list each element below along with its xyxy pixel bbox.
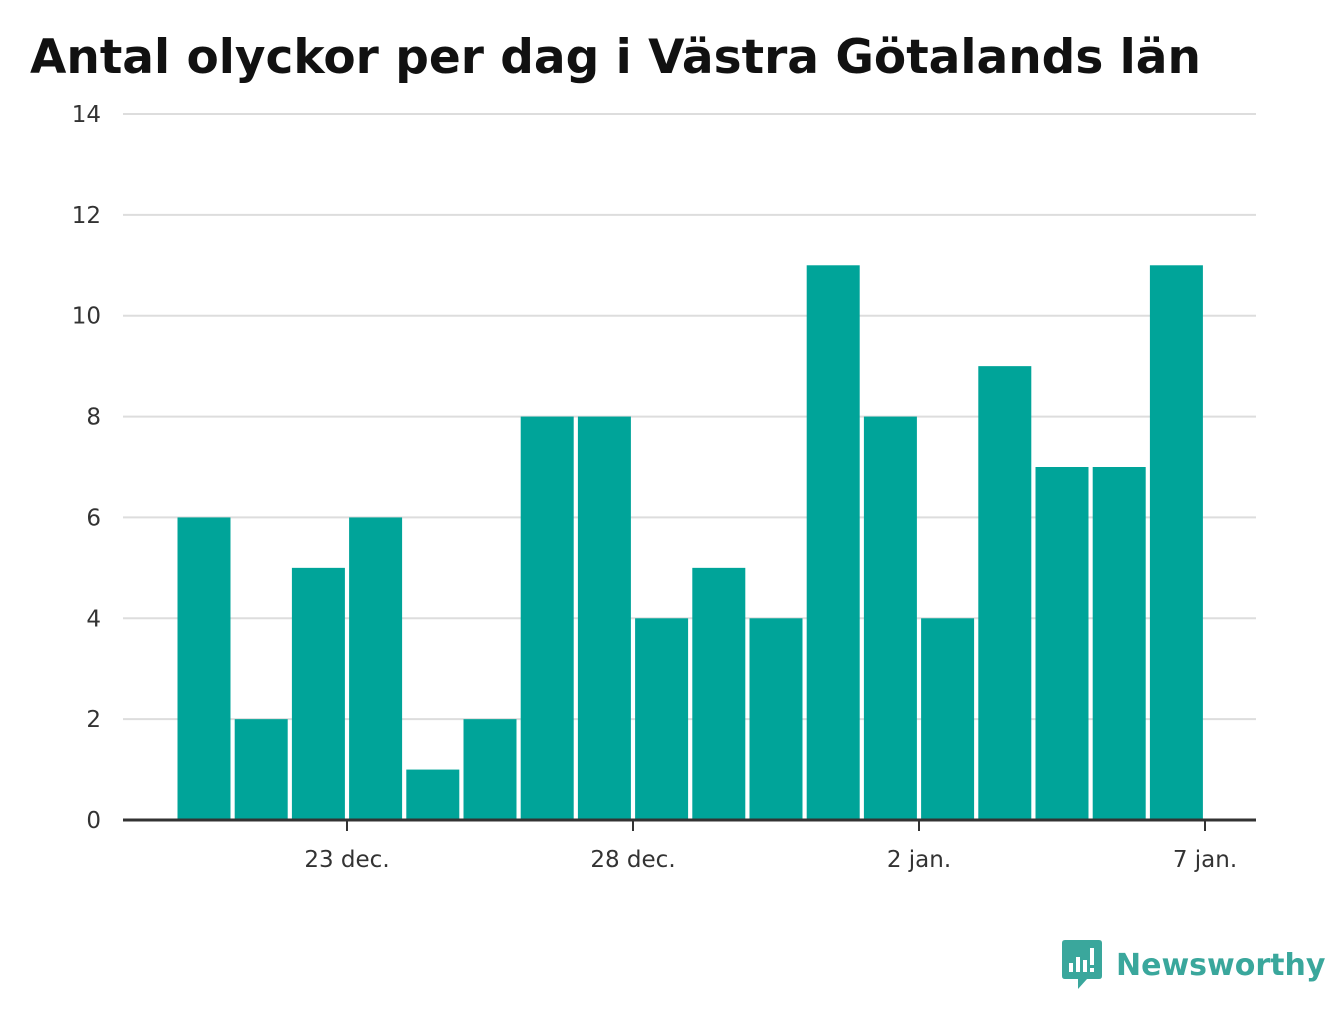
bar-2020-01-04 (1035, 467, 1089, 820)
bar-2019-12-24 (406, 769, 460, 820)
brand-logo: Newsworthy (1062, 940, 1325, 990)
bars (177, 265, 1203, 820)
x-tick-label: 28 dec. (590, 847, 675, 873)
bar-2020-01-03 (978, 366, 1032, 820)
bar-2019-12-21 (234, 719, 288, 820)
bar-2020-01-01 (863, 416, 917, 820)
y-tick-label: 6 (86, 505, 101, 531)
bar-2019-12-26 (520, 416, 574, 820)
y-tick-label: 14 (72, 102, 101, 128)
bar-2019-12-27 (577, 416, 631, 820)
axes: 0 2 4 6 8 10 12 14 23 dec. 28 dec. 2 jan. 7 jan. (72, 102, 1256, 873)
bar-2020-01-06 (1149, 265, 1203, 820)
y-tick-label: 0 (86, 808, 101, 834)
bar-2019-12-31 (806, 265, 860, 820)
y-tick-label: 10 (72, 304, 101, 330)
y-tick-label: 8 (86, 405, 101, 431)
bar-2019-12-29 (692, 567, 746, 820)
bar-2019-12-28 (635, 618, 689, 820)
bar-2020-01-02 (921, 618, 975, 820)
brand-name: Newsworthy (1116, 947, 1326, 983)
bar-2019-12-22 (291, 567, 345, 820)
bar-2019-12-23 (349, 517, 403, 820)
bar-2019-12-20 (177, 517, 231, 820)
bar-2020-01-05 (1092, 467, 1146, 820)
y-tick-label: 2 (86, 707, 101, 733)
y-tick-label: 4 (86, 606, 101, 632)
chart-title: Antal olyckor per dag i Västra Götalands… (30, 30, 1201, 85)
x-tick-label: 23 dec. (304, 847, 389, 873)
x-tick-label: 7 jan. (1173, 847, 1237, 873)
bar-2019-12-30 (749, 618, 803, 820)
y-tick-label: 12 (72, 203, 101, 229)
x-tick-label: 2 jan. (887, 847, 951, 873)
newsworthy-logo-icon (1062, 940, 1102, 989)
bar-2019-12-25 (463, 719, 517, 820)
